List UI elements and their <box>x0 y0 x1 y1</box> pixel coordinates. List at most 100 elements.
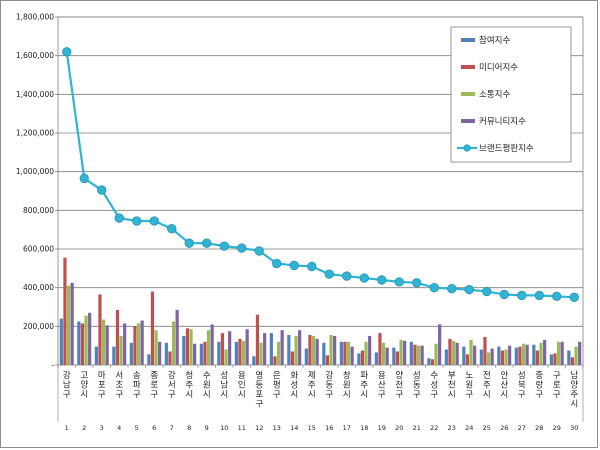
x-rank-label: 7 <box>170 424 174 432</box>
bar <box>521 343 526 365</box>
bar <box>175 309 179 365</box>
bar <box>374 352 378 365</box>
bar <box>560 341 564 365</box>
bar <box>140 320 144 365</box>
bar <box>252 356 256 365</box>
bar <box>294 336 298 365</box>
bar <box>245 329 249 365</box>
bar <box>241 340 246 365</box>
bar <box>276 341 281 365</box>
x-rank-label: 5 <box>135 424 139 432</box>
bar <box>315 338 319 365</box>
bar <box>451 340 456 365</box>
bar <box>88 312 92 365</box>
x-rank-label: 2 <box>82 424 86 432</box>
x-rank-label: 11 <box>238 424 246 432</box>
bar <box>434 343 438 365</box>
legend-label: 커뮤니티지수 <box>479 116 526 127</box>
line-point <box>342 271 352 281</box>
legend-label: 참여지수 <box>479 35 510 46</box>
line-point <box>114 213 124 223</box>
bar <box>115 309 120 365</box>
bar <box>508 345 512 365</box>
y-tick-label: 1,000,000 <box>16 167 54 176</box>
line-point <box>359 273 369 283</box>
x-rank-label: 23 <box>448 424 456 432</box>
bar <box>63 257 67 365</box>
bar <box>94 346 98 365</box>
bar <box>549 354 553 365</box>
legend-swatch <box>461 65 475 69</box>
bar <box>360 350 365 365</box>
bar <box>430 359 435 365</box>
x-rank-label: 29 <box>553 424 561 432</box>
x-rank-label: 4 <box>117 424 121 432</box>
bar <box>273 356 277 365</box>
bar <box>392 347 396 365</box>
line-point <box>149 216 159 226</box>
bar <box>280 330 284 365</box>
bar <box>259 342 263 365</box>
bar <box>164 342 168 365</box>
x-rank-label: 24 <box>465 424 473 432</box>
bars <box>59 257 582 365</box>
bar <box>403 340 407 365</box>
bar <box>119 336 123 365</box>
bar <box>553 353 557 365</box>
bar <box>304 348 308 365</box>
x-rank-label: 16 <box>325 424 333 432</box>
x-rank-label: 10 <box>220 424 228 432</box>
bar <box>333 336 337 365</box>
line-point <box>517 290 527 301</box>
bar <box>490 348 494 365</box>
line-point <box>202 238 212 248</box>
bar <box>518 346 522 365</box>
bar <box>413 344 417 365</box>
line-point <box>97 185 107 195</box>
bar <box>287 335 291 365</box>
x-rank-label: 9 <box>205 424 209 432</box>
line-point <box>289 260 299 271</box>
bar <box>224 349 228 365</box>
bar <box>395 351 400 365</box>
legend-label: 브랜드평판지수 <box>479 143 534 154</box>
y-tick-label: 800,000 <box>23 206 54 215</box>
bar <box>483 336 487 365</box>
bar <box>129 342 133 365</box>
x-axis: 강 남 구 1 고 양 시 2 마 포 구 3 서 초 구 4 송 파 구 5 종 로 구 6 강 서 구 7 청 주 시 8 수 원 시 9 성 남 시 1… <box>57 365 584 432</box>
x-rank-label: 19 <box>378 424 386 432</box>
bar <box>105 325 109 365</box>
bar <box>168 351 172 365</box>
bar <box>567 350 571 365</box>
line-point <box>447 283 457 294</box>
bar <box>364 341 368 365</box>
legend-line-marker <box>463 144 471 152</box>
y-tick-label: 1,600,000 <box>16 51 54 60</box>
bar <box>444 349 448 365</box>
bar <box>420 345 424 365</box>
x-rank-label: 21 <box>413 424 421 432</box>
bar <box>479 349 483 365</box>
bar <box>462 346 466 365</box>
x-rank-label: 28 <box>535 424 543 432</box>
bar <box>80 323 85 365</box>
bar <box>311 336 316 365</box>
bar <box>473 345 477 365</box>
bar <box>486 352 491 365</box>
